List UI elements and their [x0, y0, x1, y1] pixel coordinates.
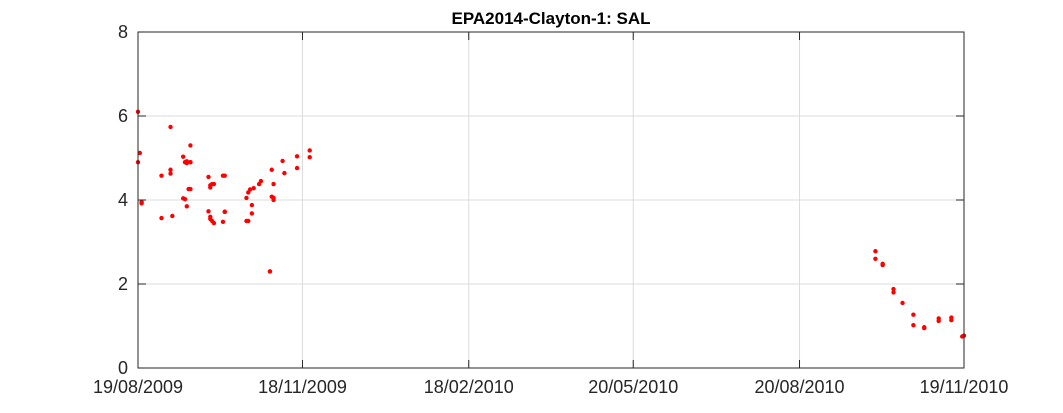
chart-title: EPA2014-Clayton-1: SAL: [451, 9, 650, 28]
x-tick-label: 18/02/2010: [424, 377, 514, 397]
data-point: [891, 286, 896, 292]
data-point: [170, 213, 175, 219]
data-point: [188, 143, 193, 148]
x-tick-label: 20/08/2010: [754, 377, 844, 397]
data-point: [139, 201, 144, 206]
data-point: [168, 124, 173, 130]
data-point: [269, 167, 274, 172]
data-point: [244, 195, 249, 201]
data-point: [282, 170, 287, 176]
grid-lines: [137, 31, 965, 369]
y-tick-label: 6: [118, 106, 128, 126]
y-tick-label: 4: [118, 190, 128, 210]
x-tick-label: 19/08/2009: [93, 377, 183, 397]
data-point: [180, 154, 186, 159]
data-point: [246, 218, 251, 224]
data-point: [222, 209, 227, 214]
data-point: [247, 187, 253, 192]
data-point: [211, 181, 217, 187]
data-point: [936, 318, 941, 324]
data-point: [184, 160, 190, 166]
data-point: [188, 186, 193, 192]
data-point: [211, 220, 217, 226]
data-point: [137, 150, 143, 156]
data-point: [873, 249, 878, 254]
data-point: [880, 262, 885, 268]
data-point: [168, 171, 173, 176]
data-point: [168, 167, 173, 172]
data-point: [267, 269, 273, 274]
data-point: [258, 178, 264, 184]
data-point: [222, 173, 227, 178]
y-tick-label: 2: [118, 274, 128, 294]
data-point: [307, 154, 312, 160]
data-point: [159, 173, 164, 178]
data-point: [159, 215, 164, 221]
data-point: [184, 204, 190, 209]
data-point: [911, 322, 916, 328]
x-tick-label: 20/05/2010: [588, 377, 678, 397]
data-point: [206, 209, 211, 214]
data-point: [900, 300, 905, 306]
data-point: [922, 325, 927, 330]
data-point: [251, 186, 256, 191]
y-tick-label: 0: [118, 358, 128, 378]
data-point: [873, 256, 878, 261]
data-point: [949, 317, 954, 323]
data-point: [891, 290, 896, 295]
data-point: [206, 174, 211, 180]
data-point: [911, 312, 916, 317]
x-tick-label: 19/11/2010: [920, 377, 1009, 397]
data-point: [271, 181, 276, 187]
data-points: [135, 109, 967, 339]
y-tick-label: 8: [118, 22, 128, 42]
data-point: [249, 202, 255, 208]
data-point: [280, 158, 285, 164]
data-point: [294, 154, 300, 159]
x-tick-label: 18/11/2009: [258, 377, 347, 397]
data-point: [249, 211, 255, 216]
data-point: [208, 214, 213, 219]
data-point: [294, 165, 300, 171]
data-point: [271, 197, 276, 203]
data-point: [220, 219, 226, 225]
data-point: [182, 196, 188, 202]
data-point: [188, 160, 193, 165]
axis-ticks: 19/08/2009 18/11/2009 18/02/2010 20/05/2010…: [93, 22, 1008, 397]
data-point: [307, 148, 312, 153]
